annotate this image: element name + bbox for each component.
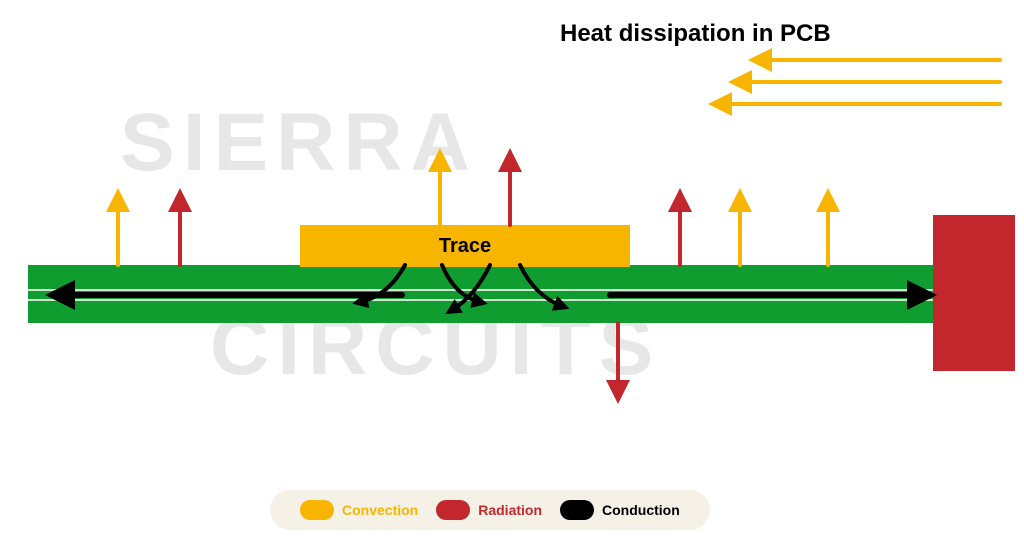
board-stripe-1 xyxy=(28,289,933,291)
legend-item-convection: Convection xyxy=(300,500,418,520)
legend-label-radiation: Radiation xyxy=(478,502,542,518)
trace-block: Trace xyxy=(300,225,630,267)
diagram-canvas: SIERRA CIRCUITS Heat dissipation in PCB … xyxy=(0,0,1024,554)
legend-item-conduction: Conduction xyxy=(560,500,680,520)
swatch-radiation xyxy=(436,500,470,520)
swatch-conduction xyxy=(560,500,594,520)
legend-label-convection: Convection xyxy=(342,502,418,518)
legend: Convection Radiation Conduction xyxy=(270,490,710,530)
watermark-line1: SIERRA xyxy=(120,96,478,190)
legend-item-radiation: Radiation xyxy=(436,500,542,520)
board-stripe-2 xyxy=(28,299,933,301)
diagram-title: Heat dissipation in PCB xyxy=(560,20,831,48)
legend-label-conduction: Conduction xyxy=(602,502,680,518)
swatch-convection xyxy=(300,500,334,520)
trace-label: Trace xyxy=(439,235,491,258)
heatsink-block xyxy=(933,215,1015,371)
pcb-board xyxy=(28,265,933,323)
